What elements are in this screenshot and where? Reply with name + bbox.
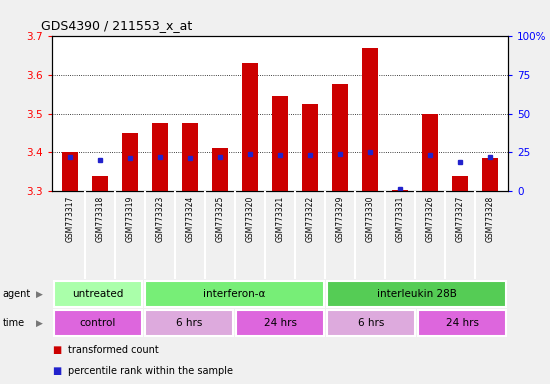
Text: GSM773319: GSM773319 (125, 195, 135, 242)
Text: GSM773321: GSM773321 (276, 195, 284, 242)
Bar (392, 190, 408, 191)
Text: 6 hrs: 6 hrs (358, 318, 384, 328)
Text: GSM773323: GSM773323 (156, 195, 164, 242)
Text: GSM773320: GSM773320 (245, 195, 255, 242)
Bar (452, 175, 468, 191)
Text: GSM773326: GSM773326 (426, 195, 434, 242)
Text: time: time (3, 318, 25, 328)
Text: percentile rank within the sample: percentile rank within the sample (69, 366, 234, 376)
Bar (53, 281, 142, 306)
Text: control: control (79, 318, 116, 328)
Bar (236, 310, 324, 336)
Text: 24 hrs: 24 hrs (446, 318, 479, 328)
Text: ▶: ▶ (36, 318, 43, 328)
Text: GSM773330: GSM773330 (366, 195, 375, 242)
Bar (145, 281, 324, 306)
Text: interferon-α: interferon-α (203, 289, 266, 299)
Text: 24 hrs: 24 hrs (263, 318, 296, 328)
Text: GSM773324: GSM773324 (185, 195, 195, 242)
Bar (419, 310, 507, 336)
Bar (327, 281, 507, 306)
Bar (422, 114, 438, 191)
Text: GSM773328: GSM773328 (486, 195, 494, 242)
Text: 6 hrs: 6 hrs (175, 318, 202, 328)
Bar (332, 84, 348, 191)
Text: GSM773329: GSM773329 (336, 195, 344, 242)
Bar (302, 104, 318, 191)
Text: untreated: untreated (72, 289, 123, 299)
Text: ■: ■ (52, 366, 61, 376)
Text: ▶: ▶ (36, 290, 43, 298)
Bar (272, 96, 288, 191)
Text: agent: agent (3, 289, 31, 299)
Text: ■: ■ (52, 345, 61, 355)
Bar (482, 158, 498, 191)
Text: GSM773322: GSM773322 (305, 195, 315, 242)
Bar (53, 310, 142, 336)
Text: GDS4390 / 211553_x_at: GDS4390 / 211553_x_at (41, 19, 192, 32)
Text: GSM773317: GSM773317 (65, 195, 74, 242)
Bar (122, 133, 138, 191)
Text: interleukin 28B: interleukin 28B (377, 289, 456, 299)
Bar (327, 310, 415, 336)
Bar (152, 123, 168, 191)
Bar (92, 175, 108, 191)
Bar (62, 152, 78, 191)
Bar (182, 123, 198, 191)
Text: GSM773318: GSM773318 (96, 195, 104, 242)
Bar (212, 148, 228, 191)
Text: transformed count: transformed count (69, 345, 160, 355)
Bar (145, 310, 233, 336)
Text: GSM773325: GSM773325 (216, 195, 224, 242)
Bar (242, 63, 258, 191)
Bar (362, 48, 378, 191)
Text: GSM773331: GSM773331 (395, 195, 404, 242)
Text: GSM773327: GSM773327 (455, 195, 465, 242)
